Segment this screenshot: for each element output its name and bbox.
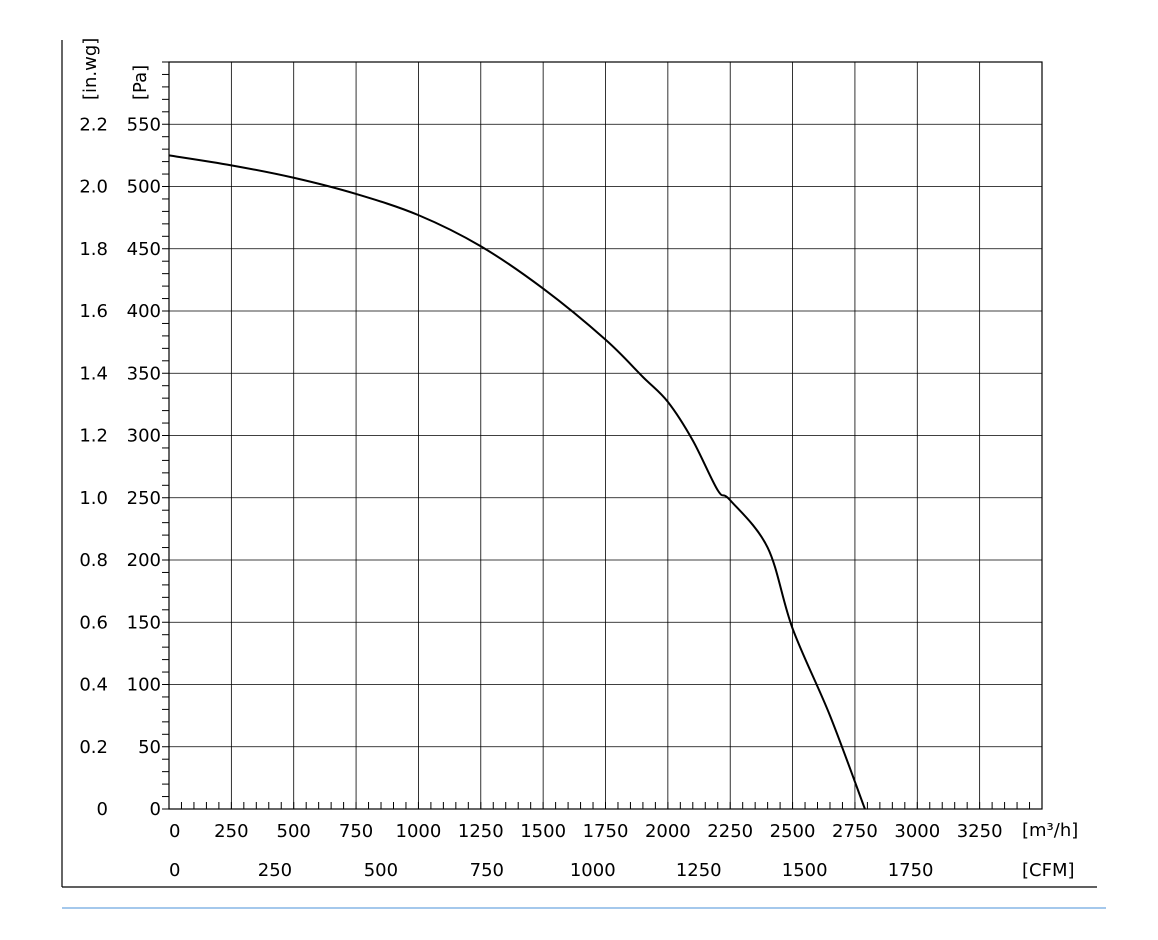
- x-tick-label-m3h: 750: [339, 821, 373, 842]
- x-tick-label-m3h: 2000: [645, 821, 691, 842]
- y-tick-label-inwg: 1.6: [79, 301, 108, 322]
- y-tick-label-inwg: 1.0: [79, 488, 108, 509]
- y-tick-label-pa: 350: [127, 363, 161, 384]
- x-tick-labels-m3h: 0 250 500 750 1000 1250 1500 1750 2000 2250 2500 27…: [169, 821, 1003, 842]
- x-tick-label-m3h: 2250: [707, 821, 753, 842]
- y-tick-label-inwg: 2.2: [79, 114, 108, 135]
- y-tick-label-pa: 300: [127, 426, 161, 447]
- x-tick-label-m3h: 1250: [458, 821, 504, 842]
- y-tick-label-inwg: 0.8: [79, 550, 108, 571]
- y-tick-label-inwg: 2.0: [79, 177, 108, 198]
- x-tick-label-m3h: 250: [214, 821, 248, 842]
- y-tick-label-pa: 400: [127, 301, 161, 322]
- x-tick-label-m3h: 1000: [396, 821, 442, 842]
- y-tick-label-pa: 500: [127, 177, 161, 198]
- y-tick-labels-inwg: 0 0.2 0.4 0.6 0.8 1.0 1.2 1.4 1.6 1.8 2.0 2.2: [79, 114, 108, 820]
- y-tick-label-pa: 100: [127, 675, 161, 696]
- y-unit-inwg: [in.wg]: [80, 38, 101, 100]
- x-tick-label-cfm: 1750: [888, 860, 934, 881]
- y-tick-label-inwg: 1.2: [79, 426, 108, 447]
- x-tick-label-cfm: 500: [364, 860, 398, 881]
- y-tick-labels-pa: 0 50 100 150 200 250 300 350 400 450 500 550: [127, 114, 161, 820]
- x-tick-label-cfm: 0: [169, 860, 180, 881]
- x-tick-label-m3h: 3000: [894, 821, 940, 842]
- plot-frame: [168, 61, 1043, 810]
- x-tick-labels-cfm: 0 250 500 750 1000 1250 1500 1750: [169, 860, 934, 881]
- x-tick-label-m3h: 0: [169, 821, 180, 842]
- x-tick-label-cfm: 750: [470, 860, 504, 881]
- y-tick-label-pa: 550: [127, 114, 161, 135]
- x-tick-label-m3h: 2500: [770, 821, 816, 842]
- y-tick-label-inwg: 0.4: [79, 675, 108, 696]
- x-tick-label-m3h: 3250: [957, 821, 1003, 842]
- y-tick-label-pa: 0: [150, 799, 161, 820]
- y-tick-label-pa: 450: [127, 239, 161, 260]
- y-tick-label-inwg: 1.4: [79, 363, 108, 384]
- x-tick-label-cfm: 1000: [570, 860, 616, 881]
- x-tick-label-cfm: 1500: [782, 860, 828, 881]
- x-unit-m3h: [m³/h]: [1022, 820, 1078, 841]
- y-tick-label-pa: 200: [127, 550, 161, 571]
- y-tick-label-pa: 50: [138, 737, 161, 758]
- x-tick-label-m3h: 1750: [583, 821, 629, 842]
- y-tick-label-inwg: 0.6: [79, 612, 108, 633]
- y-tick-label-pa: 250: [127, 488, 161, 509]
- y-tick-label-inwg: 0.2: [79, 737, 108, 758]
- series-line: [168, 154, 866, 810]
- x-tick-label-m3h: 1500: [520, 821, 566, 842]
- y-tick-label-inwg: 0: [97, 799, 108, 820]
- grid: [169, 62, 1042, 809]
- x-unit-cfm: [CFM]: [1022, 860, 1075, 881]
- x-tick-label-cfm: 1250: [676, 860, 722, 881]
- x-tick-label-m3h: 2750: [832, 821, 878, 842]
- y-tick-label-pa: 150: [127, 612, 161, 633]
- y-tick-label-inwg: 1.8: [79, 239, 108, 260]
- y-unit-pa: [Pa]: [130, 65, 151, 100]
- x-tick-label-cfm: 250: [258, 860, 292, 881]
- minor-ticks: [162, 61, 1043, 810]
- x-tick-label-m3h: 500: [277, 821, 311, 842]
